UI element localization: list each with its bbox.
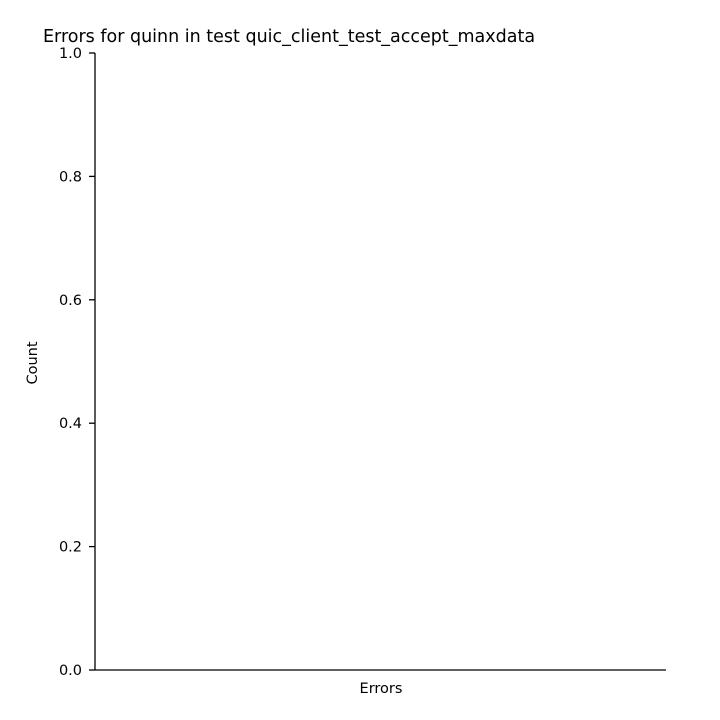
y-tick-label: 0.4 <box>59 416 82 432</box>
y-axis-ticks: 0.0 0.2 0.4 0.6 0.8 1.0 <box>59 46 95 679</box>
y-tick-label: 0.2 <box>59 540 82 556</box>
y-tick-label: 1.0 <box>59 46 82 62</box>
chart-title: Errors for quinn in test quic_client_tes… <box>43 27 535 47</box>
x-axis-title: Errors <box>360 681 403 697</box>
y-tick-label: 0.0 <box>59 663 82 679</box>
y-axis-title: Count <box>25 341 41 384</box>
y-tick-label: 0.8 <box>59 169 82 185</box>
y-tick-label: 0.6 <box>59 293 82 309</box>
